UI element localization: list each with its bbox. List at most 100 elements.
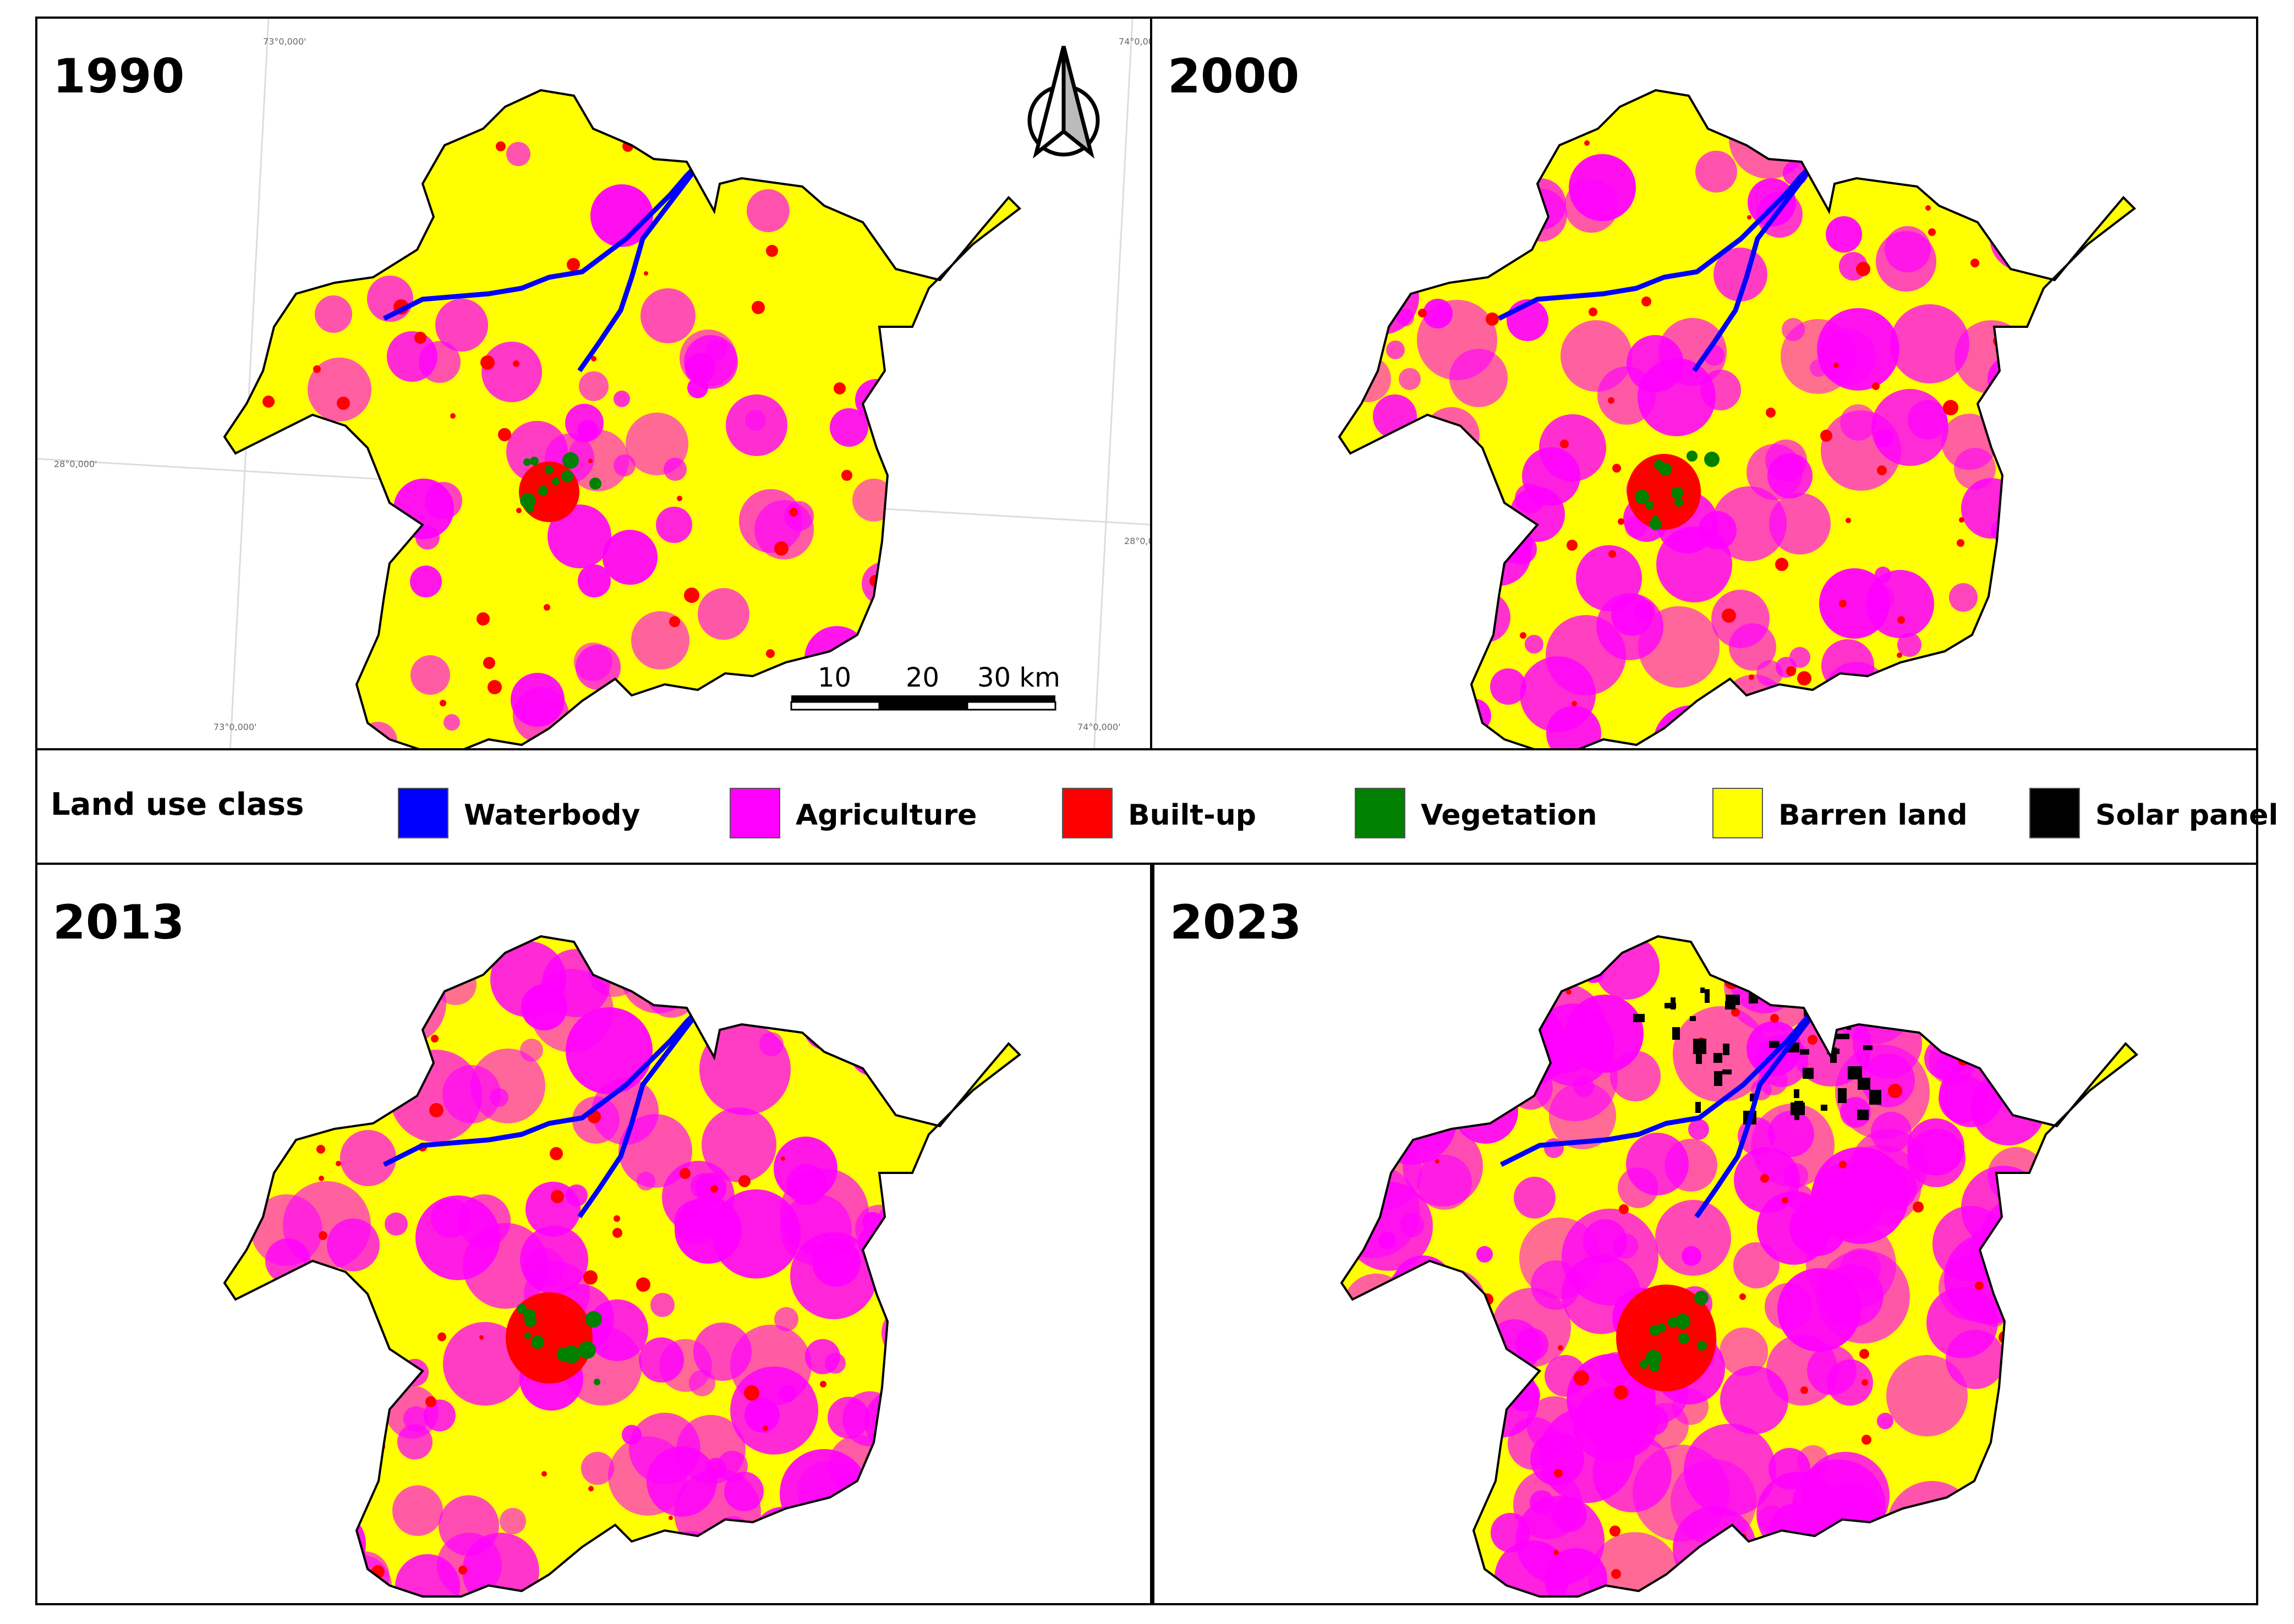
built-up-patch <box>1760 1174 1769 1183</box>
agriculture-patch <box>1365 1018 1432 1085</box>
built-up-patch <box>742 131 746 135</box>
scale-label: 20 <box>906 662 940 693</box>
agriculture-patch <box>893 1246 983 1336</box>
vegetation-patch <box>517 1304 527 1314</box>
vegetation-patch <box>524 1315 536 1327</box>
agriculture-patch <box>2039 1220 2072 1253</box>
built-up-patch <box>1897 616 1905 624</box>
agriculture-patch <box>1639 1406 1668 1435</box>
solar-panel-patch <box>1672 1027 1680 1040</box>
agriculture-patch <box>1387 1017 1406 1037</box>
agriculture-patch <box>846 1565 887 1596</box>
built-up-patch <box>978 1255 987 1264</box>
agriculture-patch <box>2066 333 2134 407</box>
agriculture-patch <box>1372 696 1427 749</box>
agriculture-patch <box>1348 273 1384 310</box>
built-up-patch <box>583 1270 598 1285</box>
built-up-patch <box>1912 661 1926 676</box>
agriculture-patch <box>348 1042 404 1098</box>
built-up-patch <box>1513 1059 1525 1071</box>
solar-panel-patch <box>1695 1102 1701 1113</box>
agriculture-patch <box>939 1434 986 1480</box>
agriculture-patch <box>609 936 684 995</box>
agriculture-patch <box>614 391 630 407</box>
agriculture-patch <box>1817 308 1899 391</box>
built-up-patch <box>588 1486 594 1491</box>
agriculture-patch <box>2052 1126 2083 1156</box>
agriculture-patch <box>1949 583 1978 612</box>
built-up-patch <box>1957 539 1964 547</box>
agriculture-patch <box>2051 709 2088 745</box>
agriculture-patch <box>548 504 611 568</box>
agriculture-patch <box>825 1353 846 1374</box>
agriculture-patch <box>888 1296 934 1342</box>
agriculture-patch <box>1356 460 1387 491</box>
solar-panel-patch <box>1693 1039 1706 1054</box>
vegetation-patch <box>552 478 560 485</box>
agriculture-patch <box>295 663 316 684</box>
agriculture-patch <box>2067 679 2101 713</box>
agriculture-patch <box>862 562 905 605</box>
built-up-patch <box>1611 1569 1621 1579</box>
agriculture-patch <box>1685 1562 1753 1596</box>
built-up-patch <box>1608 550 1616 558</box>
agriculture-patch <box>956 1192 1020 1274</box>
vegetation-patch <box>530 457 539 465</box>
built-up-patch <box>1589 308 1597 316</box>
agriculture-patch <box>419 341 461 383</box>
solar-panel-patch <box>1633 1014 1645 1022</box>
agriculture-patch <box>937 1479 990 1532</box>
agriculture-patch <box>907 1423 993 1509</box>
agriculture-patch <box>1358 1419 1402 1463</box>
agriculture-patch <box>2035 1419 2059 1444</box>
agriculture-patch <box>1897 633 1921 657</box>
agriculture-patch <box>581 1452 614 1485</box>
panel-year-label: 2000 <box>1168 49 1300 104</box>
scale-bar-graphic <box>790 695 1056 711</box>
agriculture-patch <box>1821 944 1902 1025</box>
solar-panel-patch <box>1690 1016 1696 1021</box>
agriculture-patch <box>1384 1294 1419 1328</box>
agriculture-patch <box>675 1543 693 1562</box>
agriculture-patch <box>890 1348 949 1406</box>
built-up-patch <box>483 657 495 669</box>
agriculture-patch <box>631 611 689 670</box>
built-up-patch <box>684 588 699 603</box>
agriculture-patch <box>885 562 934 611</box>
solar-panel-patch <box>1794 1089 1799 1098</box>
agriculture-patch <box>753 1515 814 1577</box>
built-up-patch <box>337 397 350 410</box>
agriculture-patch <box>2072 1165 2137 1235</box>
built-up-patch <box>1739 1293 1746 1300</box>
agriculture-patch <box>1885 970 1917 1002</box>
built-up-patch <box>1872 382 1880 390</box>
agriculture-patch <box>1487 1319 1541 1373</box>
agriculture-patch <box>938 1404 967 1433</box>
built-up-patch <box>1609 1526 1620 1537</box>
agriculture-patch <box>287 211 340 264</box>
agriculture-patch <box>276 1517 366 1596</box>
agriculture-patch <box>1530 1432 1584 1486</box>
built-up-patch <box>591 356 596 361</box>
built-up-patch <box>677 496 682 501</box>
agriculture-patch <box>1549 1082 1616 1149</box>
agriculture-patch <box>863 1035 884 1056</box>
agriculture-patch <box>1875 567 1891 583</box>
coord-label: 28°0,000' <box>54 459 97 469</box>
vegetation-patch <box>563 1346 581 1363</box>
agriculture-patch <box>2067 1523 2106 1561</box>
coord-label: 73°0,000' <box>213 722 257 732</box>
solar-panel-patch <box>1705 989 1710 1003</box>
map-panel-2023: 2023 <box>1152 863 2258 1605</box>
built-up-patch <box>480 355 495 370</box>
built-up-patch <box>1970 259 1979 267</box>
agriculture-patch <box>1826 216 1862 253</box>
agriculture-patch <box>959 1385 1020 1453</box>
map-2013 <box>223 935 1022 1598</box>
agriculture-patch <box>900 1541 964 1596</box>
agriculture-patch <box>570 699 630 749</box>
agriculture-patch <box>295 1068 349 1122</box>
agriculture-patch <box>890 1528 953 1591</box>
agriculture-patch <box>1388 1266 1435 1313</box>
built-up-patch <box>458 1566 467 1574</box>
